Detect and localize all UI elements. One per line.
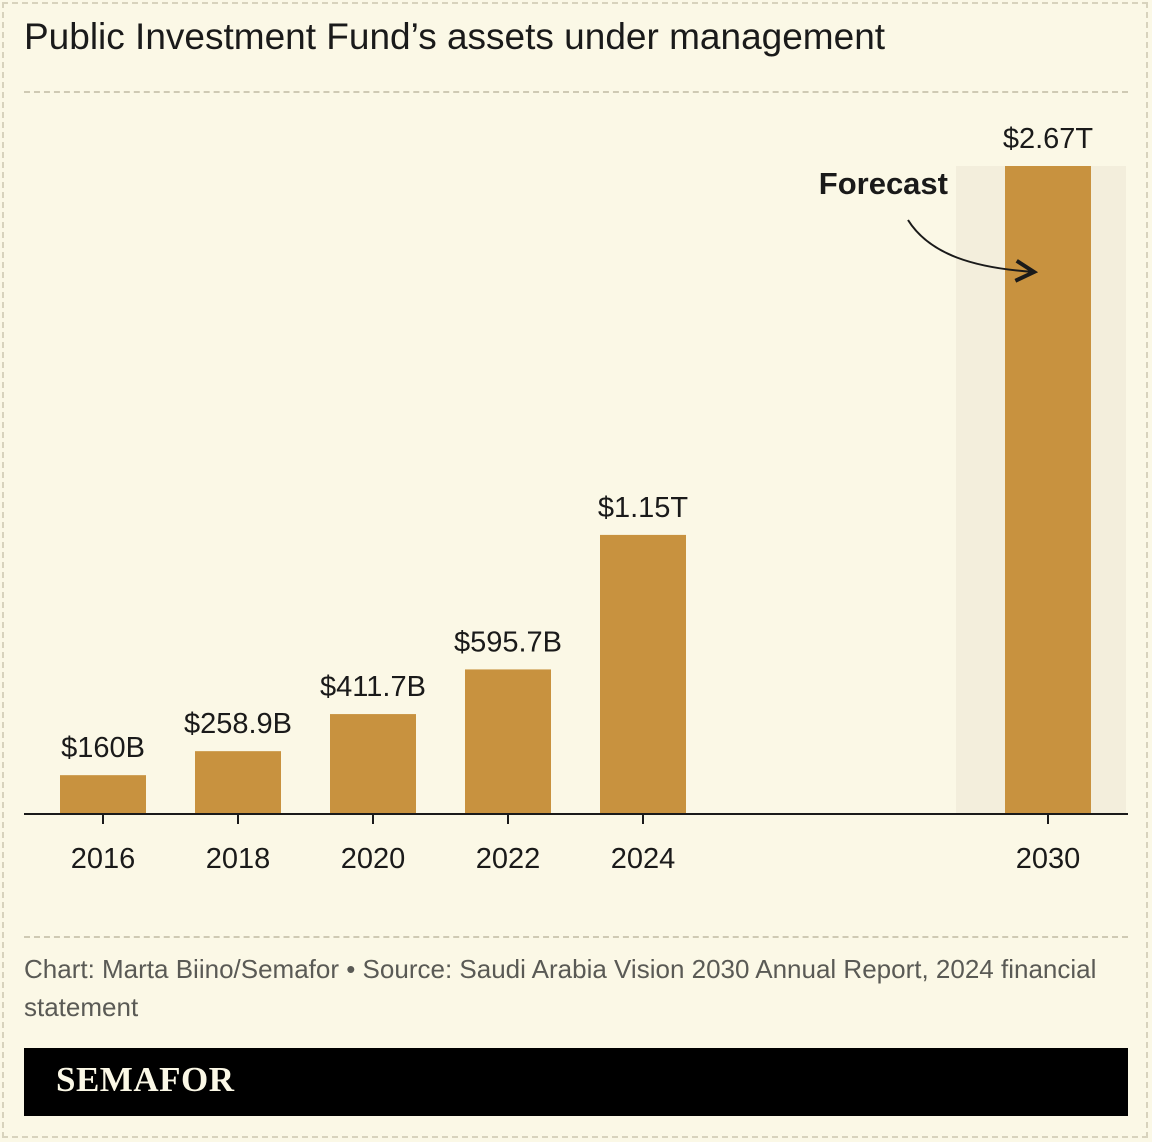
semafor-logo: SEMAFOR bbox=[56, 1060, 235, 1099]
forecast-annotation: Forecast bbox=[819, 166, 948, 201]
brand-bar: SEMAFOR bbox=[24, 1048, 1128, 1116]
data-label-2016: $160B bbox=[61, 732, 145, 764]
x-tick-label-2022: 2022 bbox=[476, 843, 541, 875]
bottom-divider bbox=[24, 936, 1128, 938]
data-label-2024: $1.15T bbox=[598, 492, 689, 524]
x-tick-label-2018: 2018 bbox=[206, 843, 271, 875]
x-tick-label-2016: 2016 bbox=[71, 843, 136, 875]
x-tick-label-2024: 2024 bbox=[611, 843, 676, 875]
data-label-2018: $258.9B bbox=[184, 708, 292, 740]
chart-title: Public Investment Fund’s assets under ma… bbox=[24, 16, 886, 57]
bar-2020 bbox=[330, 714, 416, 814]
bar-2022 bbox=[465, 669, 551, 814]
bar-2016 bbox=[60, 775, 146, 814]
bar-chart: 2016 $160B 2018 $258.9B 2020 $411.7B 2022 $595.… bbox=[24, 123, 1128, 875]
data-label-2022: $595.7B bbox=[454, 626, 562, 658]
bar-2018 bbox=[195, 751, 281, 814]
top-divider bbox=[24, 91, 1128, 93]
x-tick-label-2020: 2020 bbox=[341, 843, 406, 875]
source-note: Chart: Marta Biino/Semafor • Source: Sau… bbox=[24, 954, 1097, 1022]
bar-2024 bbox=[600, 534, 686, 814]
data-label-2030: $2.67T bbox=[1003, 123, 1094, 155]
bar-2030 bbox=[1005, 166, 1091, 814]
x-tick-label-2030: 2030 bbox=[1016, 843, 1081, 875]
data-label-2020: $411.7B bbox=[320, 671, 426, 703]
forecast-arrow bbox=[907, 219, 1034, 272]
